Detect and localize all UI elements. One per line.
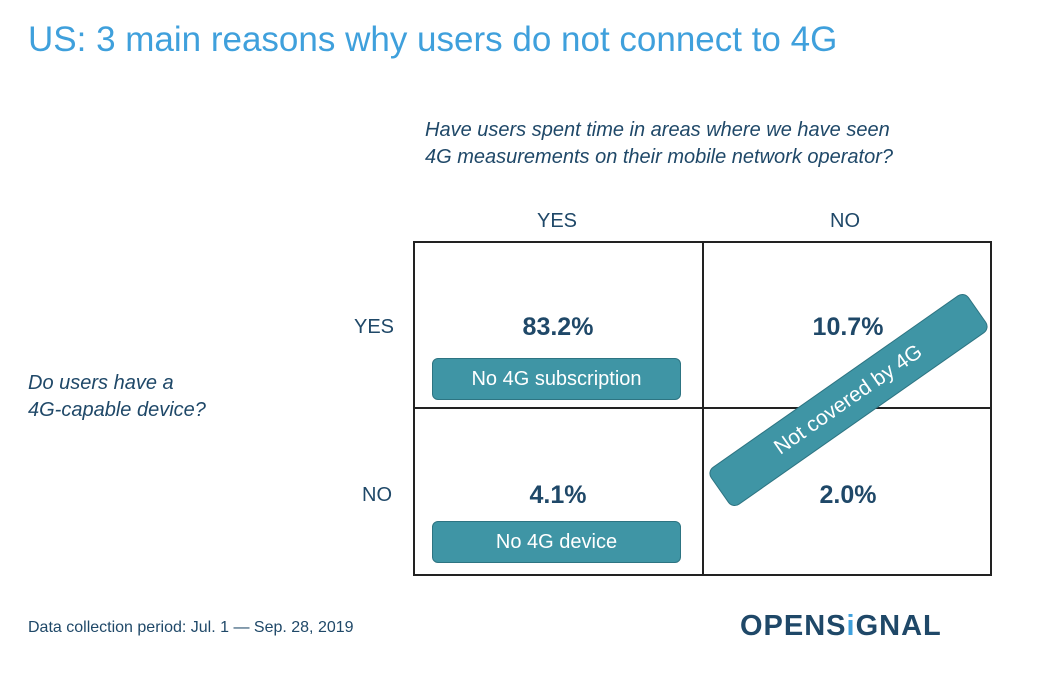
cell-value-yes-no: 10.7%: [812, 313, 884, 341]
tag-no-subscription: No 4G subscription: [432, 358, 681, 400]
grid-divider-horizontal: [413, 407, 992, 409]
page-title: US: 3 main reasons why users do not conn…: [28, 20, 838, 59]
column-question: Have users spent time in areas where we …: [425, 117, 893, 171]
cell-value-no-no: 2.0%: [819, 481, 877, 509]
column-question-line: 4G measurements on their mobile network …: [425, 146, 894, 168]
tag-no-device: No 4G device: [432, 521, 681, 563]
row-question: Do users have a 4G-capable device?: [28, 370, 206, 424]
logo-signal-i: i: [846, 610, 856, 642]
footer-data-period: Data collection period: Jul. 1 — Sep. 28…: [28, 619, 354, 636]
row-header-yes: YES: [354, 316, 395, 338]
logo-text: GNAL: [855, 610, 942, 642]
column-header-yes: YES: [537, 210, 578, 232]
column-header-no: NO: [830, 210, 860, 232]
opensignal-logo: OPENSiGNAL: [740, 610, 942, 643]
column-question-line: Have users spent time in areas where we …: [425, 119, 890, 141]
row-header-no: NO: [362, 484, 392, 506]
row-question-line: Do users have a: [28, 372, 174, 394]
row-question-line: 4G-capable device?: [28, 399, 206, 421]
cell-value-yes-yes: 83.2%: [522, 313, 594, 341]
logo-text: OPENS: [740, 610, 847, 642]
cell-value-no-yes: 4.1%: [529, 481, 587, 509]
